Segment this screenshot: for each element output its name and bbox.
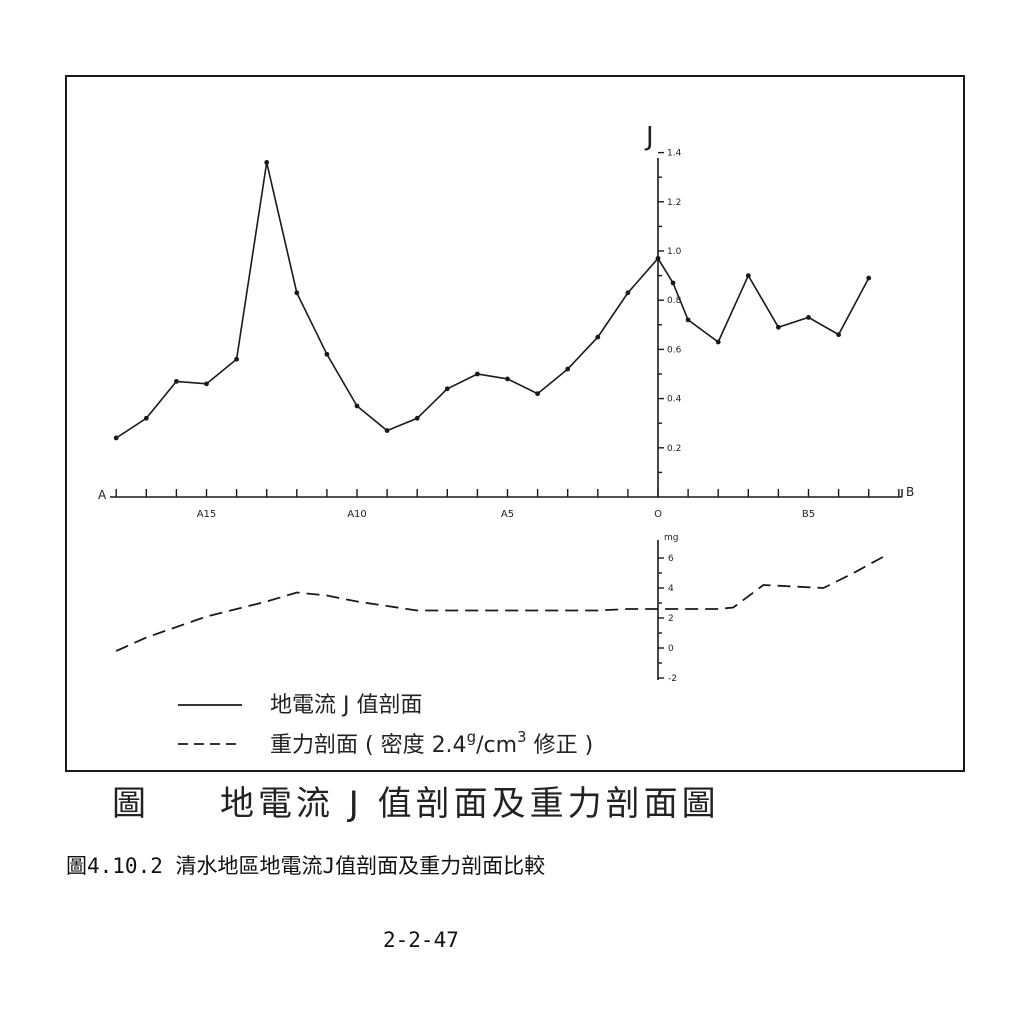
j-data-point: [204, 381, 209, 387]
gravity-axis-tick-label: 6: [668, 554, 674, 564]
legend-label-gravity-main: 重力剖面 ( 密度 2.4: [270, 733, 467, 758]
j-axis-tick-label: 1.4: [667, 149, 682, 159]
j-data-point: [535, 391, 540, 397]
legend-label-gravity: 重力剖面 ( 密度 2.4g/cm3 修正 ): [270, 728, 593, 758]
figure-prefix: 圖: [112, 784, 150, 824]
gravity-axis-tick-label: -2: [668, 674, 677, 684]
figure-caption: 圖4.10.2 清水地區地電流J值剖面及重力剖面比較: [66, 854, 546, 878]
j-data-point: [384, 428, 390, 433]
gravity-axis-tick-label: 0: [668, 644, 674, 654]
legend-label-gravity-sup: g: [467, 728, 477, 746]
station-label: A5: [501, 509, 514, 520]
profile-end-label: B: [906, 485, 914, 499]
j-axis-tick-label: 1.0: [667, 247, 682, 257]
series-line-gravity-profile: [115, 555, 885, 652]
j-data-point: [264, 160, 270, 165]
series-line-j-profile: [115, 162, 870, 439]
j-data-point: [565, 366, 571, 372]
chart-frame: [65, 75, 965, 772]
j-data-point: [475, 371, 480, 377]
profile-start-label: A: [98, 488, 107, 502]
station-label: O: [654, 509, 662, 520]
j-data-point: [836, 332, 841, 338]
gravity-axis-tick-label: 2: [668, 614, 674, 624]
legend-label-gravity-mid: /cm: [476, 733, 517, 758]
j-axis-ticks: 0.2 0.4 0.6 0.8 1.0 1.2 1.4: [658, 149, 682, 474]
j-data-point: [414, 415, 420, 421]
j-data-point: [354, 403, 360, 409]
j-data-point: [294, 290, 300, 296]
j-data-point: [670, 280, 676, 286]
series-points-j-profile: [113, 160, 872, 441]
j-data-point: [745, 273, 751, 278]
j-data-point: [595, 334, 601, 340]
station-ticks: [115, 489, 903, 497]
j-data-point: [715, 339, 721, 345]
figure-title: 圖 地電流 J 值剖面及重力剖面圖: [112, 776, 720, 825]
station-label: A15: [197, 509, 217, 520]
j-data-point: [806, 315, 811, 320]
figure-title-text: 地電流 J 值剖面及重力剖面圖: [220, 784, 720, 824]
j-data-point: [655, 255, 661, 261]
station-label: A10: [347, 509, 367, 520]
j-axis-tick-label: 0.4: [667, 395, 682, 405]
gravity-axis-label: mg: [664, 533, 678, 543]
legend: 地電流 J 值剖面 重力剖面 ( 密度 2.4g/cm3 修正 ): [178, 693, 593, 758]
gravity-axis-tick-label: 4: [668, 584, 674, 594]
station-labels: A15 A10 A5 O B5: [197, 509, 815, 520]
legend-label-gravity-end: 修正 ): [527, 733, 594, 758]
gravity-axis-ticks: -2 0 2 4 6: [658, 554, 677, 684]
legend-label-gravity-sup2: 3: [517, 728, 527, 746]
j-data-point: [866, 275, 872, 281]
j-axis-tick-label: 0.6: [667, 345, 682, 355]
j-axis-label: J: [644, 122, 654, 152]
j-data-point: [174, 378, 179, 384]
j-data-point: [143, 415, 149, 421]
legend-label-j: 地電流 J 值剖面: [270, 693, 422, 718]
j-axis-tick-label: 1.2: [667, 198, 681, 208]
j-data-point: [505, 376, 510, 382]
j-data-point: [776, 324, 781, 330]
j-axis-tick-label: 0.8: [667, 296, 682, 306]
j-data-point: [113, 435, 119, 441]
j-axis-tick-label: 0.2: [667, 444, 681, 454]
j-data-point: [444, 386, 450, 392]
j-data-point: [625, 290, 631, 296]
station-label: B5: [802, 509, 815, 520]
j-data-point: [685, 317, 691, 323]
j-data-point: [234, 356, 240, 362]
j-data-point: [324, 351, 330, 357]
page-number: 2-2-47: [383, 928, 459, 952]
